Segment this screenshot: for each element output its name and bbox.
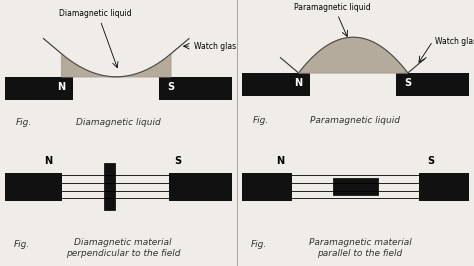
Bar	[159, 77, 232, 100]
Text: S: S	[174, 156, 181, 166]
Text: Paramagnetic liquid: Paramagnetic liquid	[310, 116, 401, 125]
Text: N: N	[276, 156, 284, 166]
Text: S: S	[404, 78, 411, 88]
Text: N: N	[294, 78, 303, 88]
Text: Diamagnetic liquid: Diamagnetic liquid	[76, 118, 161, 127]
Bar	[419, 173, 469, 201]
Bar	[104, 163, 115, 210]
Text: Fig.: Fig.	[253, 116, 269, 125]
Text: Fig.: Fig.	[14, 240, 30, 249]
Bar	[5, 77, 73, 100]
Polygon shape	[62, 54, 171, 77]
Bar	[396, 73, 469, 96]
Bar	[242, 173, 292, 201]
Text: Diamagnetic liquid: Diamagnetic liquid	[59, 9, 132, 18]
Text: S: S	[167, 82, 174, 92]
Text: Diamagnetic material
perpendicular to the field: Diamagnetic material perpendicular to th…	[66, 238, 180, 258]
Text: Fig.: Fig.	[16, 118, 32, 127]
Text: Paramagnetic liquid: Paramagnetic liquid	[294, 3, 371, 12]
Bar	[333, 178, 378, 195]
Text: Watch glas: Watch glas	[193, 42, 236, 51]
Text: N: N	[44, 156, 52, 166]
Text: Paramagnetic material
parallel to the field: Paramagnetic material parallel to the fi…	[309, 238, 411, 258]
Bar	[242, 73, 310, 96]
Text: N: N	[57, 82, 66, 92]
Text: Fig.: Fig.	[251, 240, 267, 249]
Polygon shape	[299, 37, 408, 73]
Text: S: S	[427, 156, 434, 166]
Bar	[5, 173, 62, 201]
Text: Watch glass: Watch glass	[435, 36, 474, 45]
Bar	[169, 173, 232, 201]
